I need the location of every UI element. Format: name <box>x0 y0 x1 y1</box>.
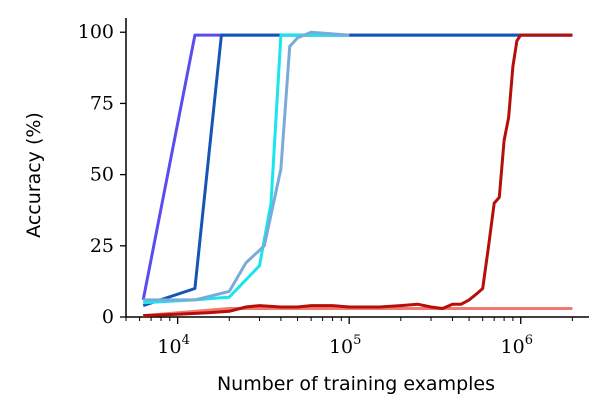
axes <box>125 18 589 318</box>
series-line-2 <box>142 33 573 308</box>
x-axis-title: Number of training examples <box>217 373 495 395</box>
series-line-5 <box>143 307 573 318</box>
x-tick-label: 105 <box>329 333 361 358</box>
x-tick-label: 104 <box>157 333 189 358</box>
y-tick-label: 100 <box>78 21 114 43</box>
y-tick-label: 0 <box>102 306 114 328</box>
y-tick-label: 50 <box>90 164 114 186</box>
series-layer <box>141 30 573 318</box>
y-axis-title: Accuracy (%) <box>23 112 45 238</box>
y-tick-label: 75 <box>90 92 114 114</box>
series-line-4 <box>143 30 350 302</box>
tick-layer: 0 25 50 75 100 104 105 106 <box>78 21 573 358</box>
series-line-6 <box>143 33 573 318</box>
x-tick-label: 106 <box>501 333 533 358</box>
y-tick-label: 25 <box>90 235 114 257</box>
